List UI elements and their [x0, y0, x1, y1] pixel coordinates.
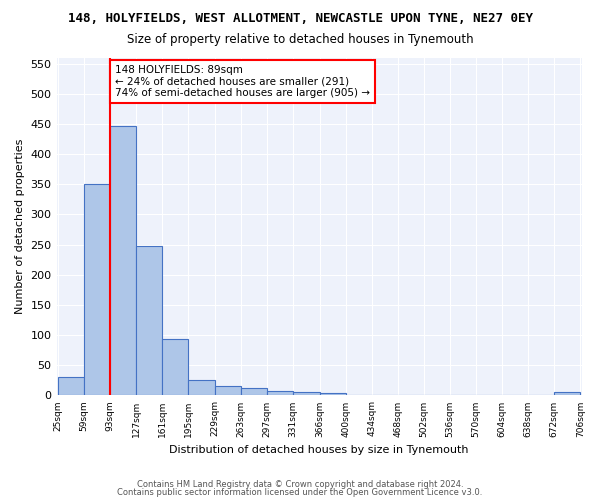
Bar — [320, 393, 346, 396]
Bar — [293, 392, 320, 396]
Text: 148, HOLYFIELDS, WEST ALLOTMENT, NEWCASTLE UPON TYNE, NE27 0EY: 148, HOLYFIELDS, WEST ALLOTMENT, NEWCAST… — [67, 12, 533, 26]
Bar — [58, 378, 84, 396]
Bar — [163, 340, 188, 396]
X-axis label: Distribution of detached houses by size in Tynemouth: Distribution of detached houses by size … — [169, 445, 469, 455]
Bar — [266, 390, 293, 396]
Text: Size of property relative to detached houses in Tynemouth: Size of property relative to detached ho… — [127, 32, 473, 46]
Bar — [136, 246, 163, 396]
Bar — [84, 184, 110, 396]
Text: Contains public sector information licensed under the Open Government Licence v3: Contains public sector information licen… — [118, 488, 482, 497]
Text: 148 HOLYFIELDS: 89sqm
← 24% of detached houses are smaller (291)
74% of semi-det: 148 HOLYFIELDS: 89sqm ← 24% of detached … — [115, 64, 370, 98]
Bar — [554, 392, 580, 396]
Bar — [110, 126, 136, 396]
Bar — [215, 386, 241, 396]
Text: Contains HM Land Registry data © Crown copyright and database right 2024.: Contains HM Land Registry data © Crown c… — [137, 480, 463, 489]
Y-axis label: Number of detached properties: Number of detached properties — [15, 139, 25, 314]
Bar — [188, 380, 215, 396]
Bar — [241, 388, 266, 396]
